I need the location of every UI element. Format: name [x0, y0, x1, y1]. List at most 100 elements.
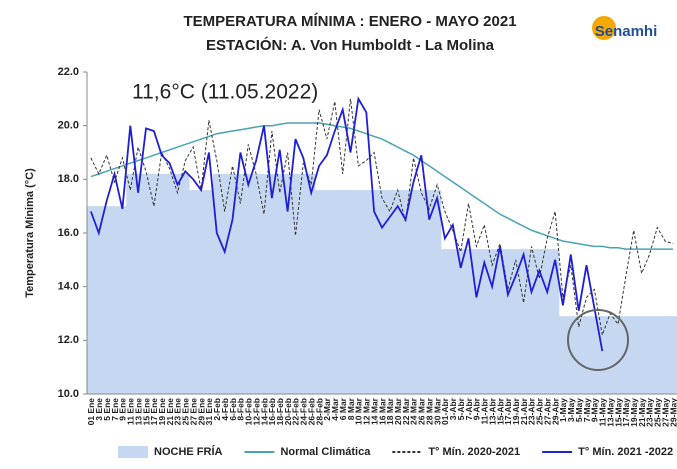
area-step — [134, 173, 143, 394]
x-tick-label: 29-May — [668, 398, 677, 427]
series-line — [90, 96, 604, 352]
area-step — [385, 190, 395, 394]
area-step — [653, 316, 662, 394]
series-line — [90, 122, 674, 250]
x-tick-label: 10 Mar — [354, 397, 364, 425]
x-tick-label: 4-Feb — [220, 398, 230, 421]
x-tick-label: 9-Abr — [472, 397, 482, 420]
x-tick-label: 8 Mar — [346, 397, 356, 420]
x-tick-label: 19 Ene — [157, 398, 167, 426]
area-step — [220, 173, 229, 394]
x-tick-label: 11-May — [598, 398, 608, 427]
x-tick-label: 7-Abr — [464, 397, 474, 420]
area-step — [181, 173, 190, 394]
x-tick-label: 18-Feb — [275, 398, 285, 425]
area-step — [118, 206, 127, 394]
area-step — [378, 190, 387, 394]
x-tick-label: 9 Ene — [118, 398, 128, 421]
x-tick-label: 19-Abr — [511, 397, 521, 425]
area-step — [291, 173, 300, 394]
area-step — [173, 173, 182, 394]
area-step — [606, 316, 615, 394]
area-step — [205, 190, 214, 394]
x-tick-label: 15-May — [613, 398, 623, 427]
x-tick-label: 3-May — [566, 398, 576, 422]
logo-sun — [592, 16, 616, 40]
area-step — [354, 190, 363, 394]
area-step — [480, 249, 489, 394]
annotation: 11,6°C (11.05.2022) — [132, 81, 318, 104]
y-tick-label: 16.0 — [58, 227, 79, 239]
x-tick-label: 16 Mar — [377, 397, 387, 425]
area-step — [307, 173, 316, 394]
x-tick-label: 13-Abr — [487, 397, 497, 425]
x-tick-label: 25 Ene — [181, 398, 191, 426]
y-tick-label: 22.0 — [58, 66, 79, 78]
x-tick-label: 7 Ene — [110, 398, 120, 421]
x-tick-label: 16-Feb — [267, 398, 277, 425]
x-tick-label: 14-Feb — [259, 398, 269, 425]
x-tick-label: 28 Mar — [424, 397, 434, 425]
area-step — [275, 173, 284, 394]
x-tick-label: 26-Feb — [306, 398, 316, 425]
x-tick-label: 2-Feb — [212, 398, 222, 421]
area-step — [149, 173, 159, 394]
legend-label: NOCHE FRÍA — [154, 445, 223, 458]
area-step — [614, 316, 623, 394]
x-tick-label: 8-Feb — [236, 398, 246, 421]
x-tick-label: 23 Ene — [173, 398, 183, 426]
x-tick-label: 17-Abr — [503, 397, 513, 425]
area-step — [370, 190, 379, 394]
area-step — [189, 190, 198, 394]
legend-swatch — [118, 446, 148, 458]
area-step — [283, 173, 292, 394]
area-step — [448, 249, 458, 394]
area-step — [582, 316, 591, 394]
area-step — [197, 190, 206, 394]
x-tick-label: 14 Mar — [369, 397, 379, 425]
y-tick-label: 18.0 — [58, 173, 79, 185]
area-step — [488, 249, 497, 394]
area-step — [464, 249, 473, 394]
x-tick-label: 6 Mar — [338, 397, 348, 420]
area-step — [401, 190, 410, 394]
x-tick-label: 15 Ene — [141, 398, 151, 426]
area-step — [228, 173, 237, 394]
x-tick-label: 4-Mar — [330, 397, 340, 420]
area-step — [260, 173, 269, 394]
x-tick-label: 11-Abr — [480, 397, 490, 424]
logo: Senamhi — [592, 16, 657, 40]
chart-subtitle: ESTACIÓN: A. Von Humboldt - La Molina — [206, 36, 495, 54]
area-step — [574, 316, 583, 394]
area-step — [496, 249, 505, 394]
x-tick-label: 2-Mar — [322, 397, 332, 420]
area-step — [102, 206, 111, 394]
area-step — [456, 249, 465, 394]
x-tick-label: 24 Mar — [409, 397, 419, 425]
x-tick-label: 25-Abr — [535, 397, 545, 425]
x-tick-label: 13-May — [605, 398, 615, 427]
area-step — [511, 249, 520, 394]
x-tick-label: 10-Feb — [244, 398, 254, 425]
area-step — [590, 316, 599, 394]
x-tick-label: 26 Mar — [417, 397, 427, 425]
x-tick-label: 29 Ene — [196, 398, 206, 426]
area-step — [417, 190, 426, 394]
x-tick-label: 27-Abr — [542, 397, 552, 425]
area-step — [433, 190, 442, 394]
x-tick-label: 23-Abr — [527, 397, 537, 425]
area-step — [252, 173, 261, 394]
area-step — [472, 249, 481, 394]
x-tick-label: 28-Feb — [314, 398, 324, 425]
area-step — [299, 173, 308, 394]
area-step — [441, 249, 450, 394]
x-tick-label: 18 Mar — [385, 397, 395, 425]
x-tick-label: 29-Abr — [550, 397, 560, 425]
area-step — [535, 249, 544, 394]
x-tick-label: 9-May — [590, 398, 600, 422]
x-tick-label: 31 Ene — [204, 398, 214, 426]
x-tick-label: 5 Ene — [102, 398, 112, 421]
x-tick-label: 6-Feb — [228, 398, 238, 421]
x-tick-label: 30 Mar — [432, 397, 442, 425]
